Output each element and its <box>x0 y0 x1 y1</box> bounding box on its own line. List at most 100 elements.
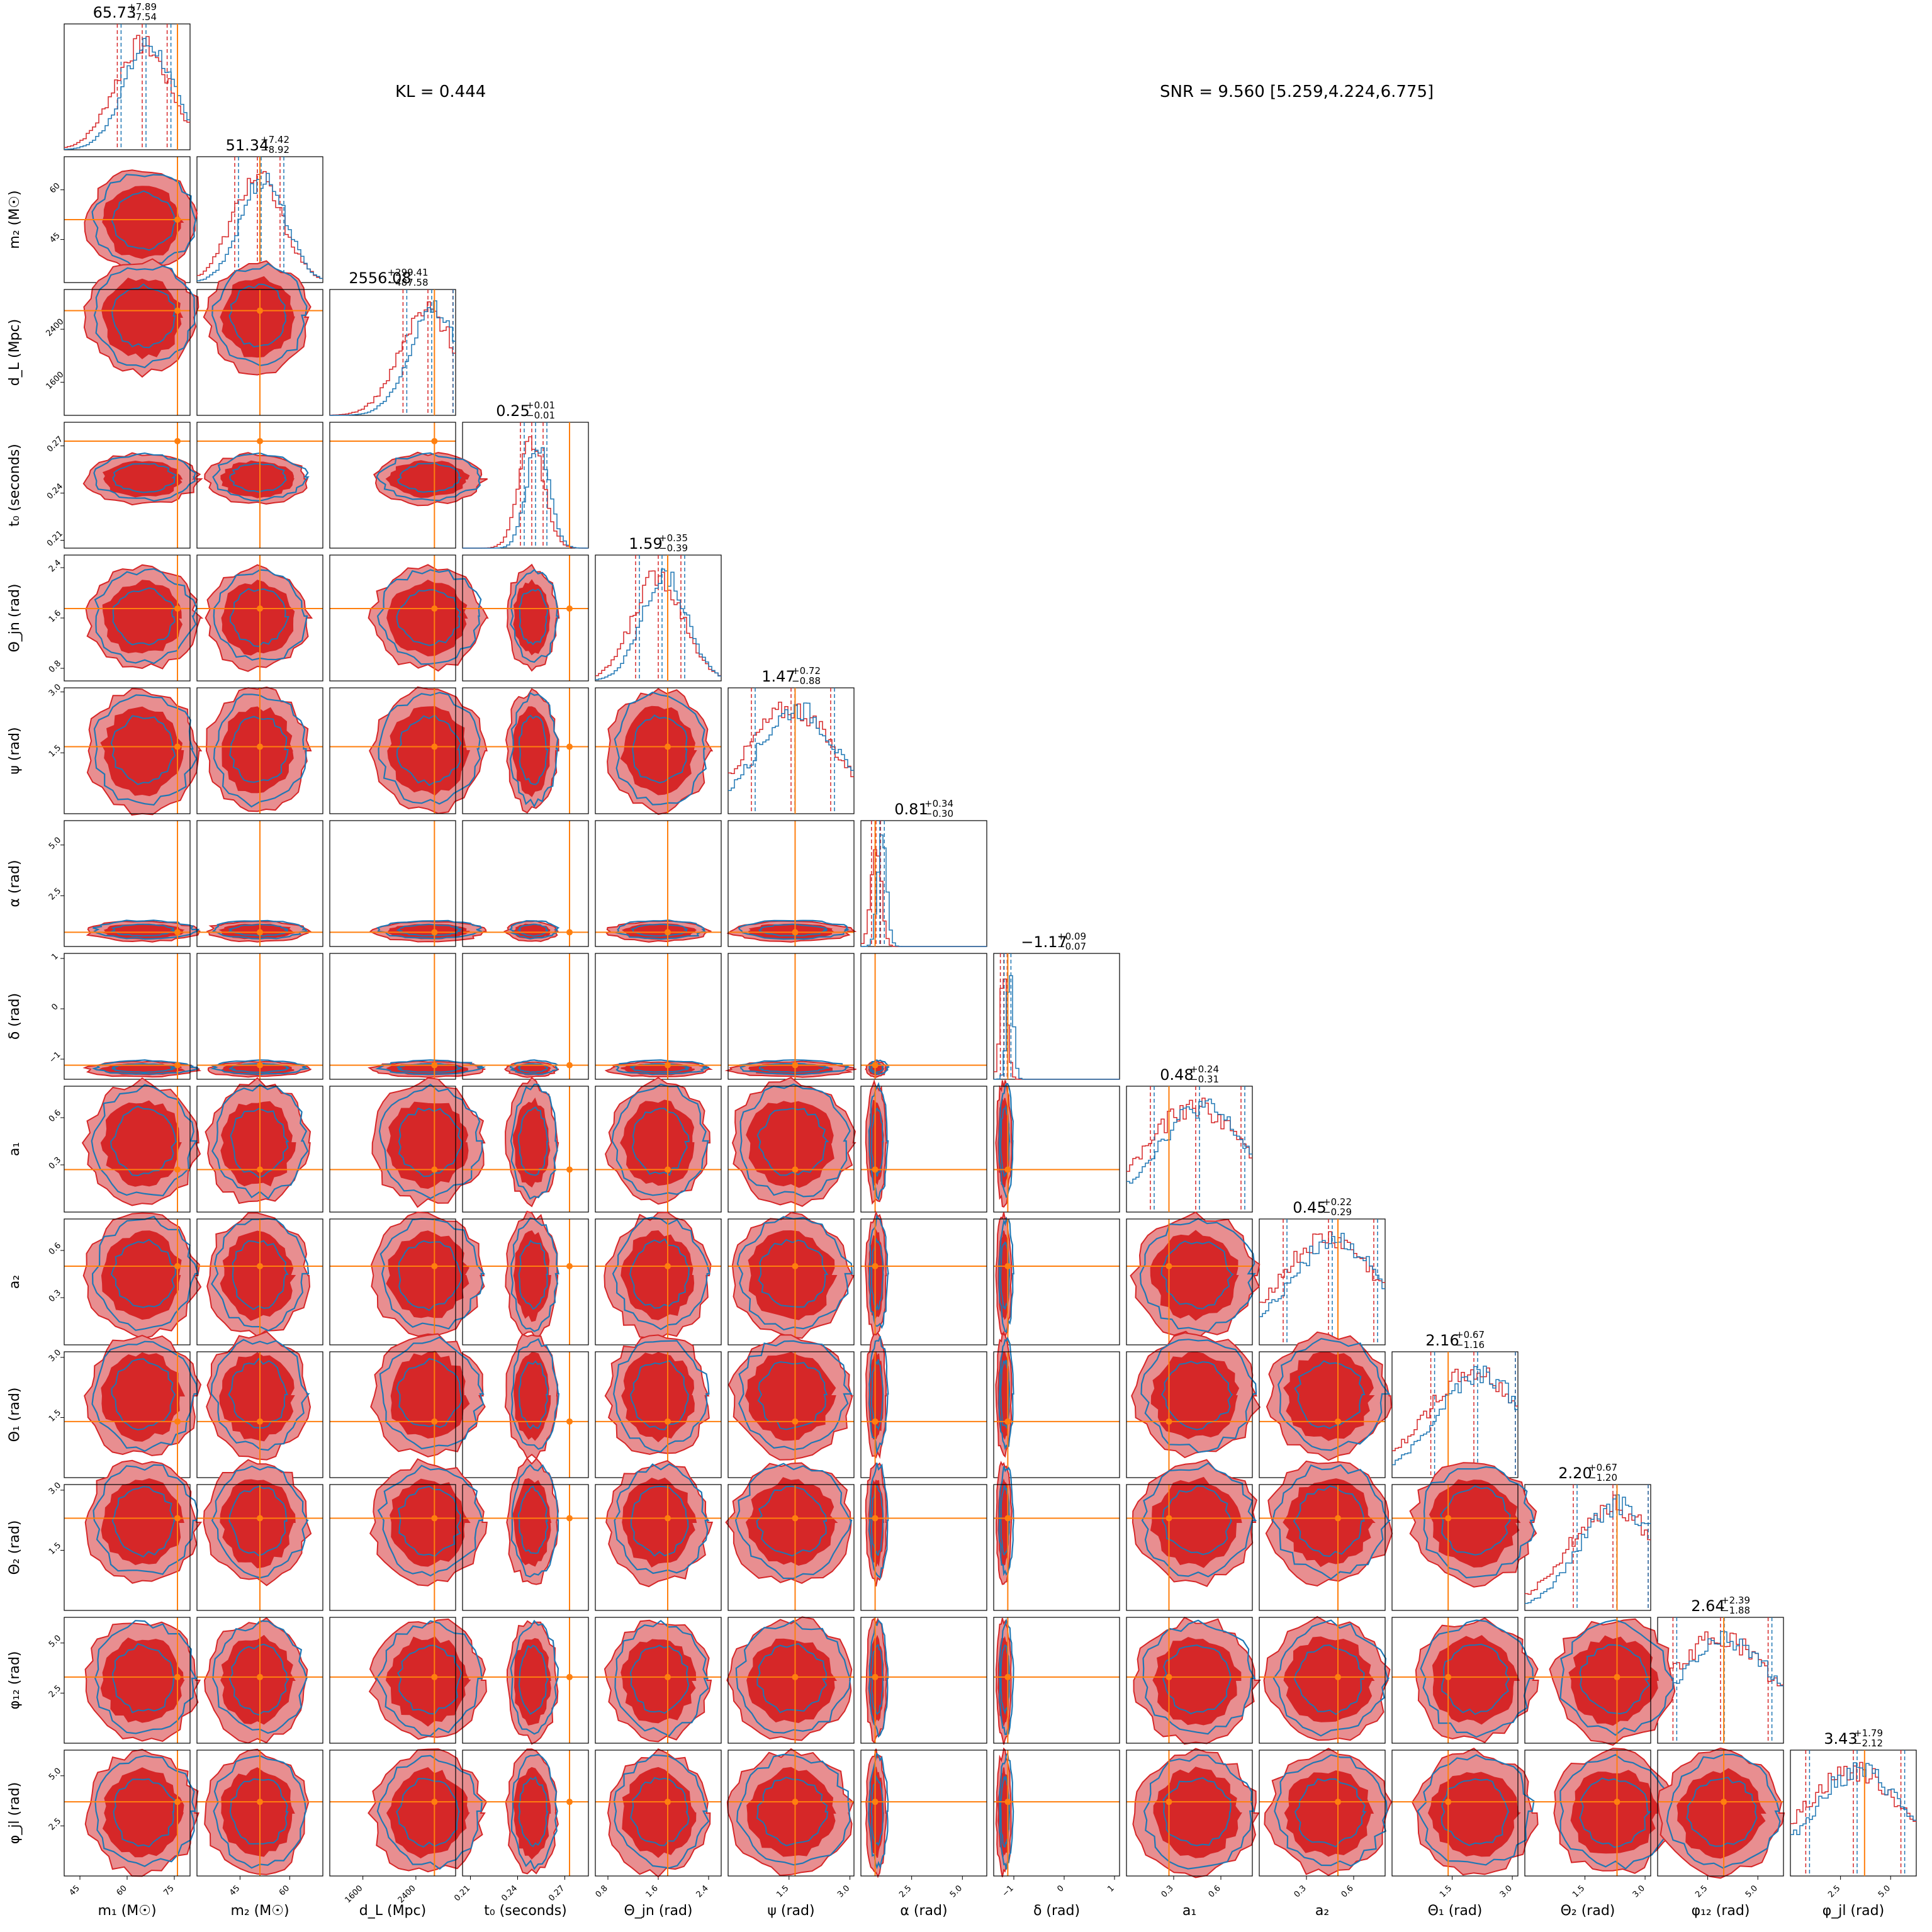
truth-point <box>174 438 181 444</box>
truth-point <box>872 1418 879 1425</box>
hist-title-median: 0.45 <box>1293 1199 1326 1216</box>
panel-alpha-theta2 <box>860 1462 987 1611</box>
truth-point <box>566 1263 573 1269</box>
ylabel-phi_jl: φ_jl (rad) <box>7 1782 23 1844</box>
contour-b-inner <box>519 588 549 646</box>
panel-t0-phi_jl <box>462 1748 589 1877</box>
truth-point <box>792 1166 799 1173</box>
hist-title-plus: +0.22 <box>1323 1196 1352 1208</box>
panel-frame <box>64 23 191 150</box>
hist-title-median: 65.73 <box>93 4 137 21</box>
diag-panel-phi12: 2.64+2.39−1.88 <box>1657 1595 1784 1744</box>
panel-m1-theta_jn <box>64 554 204 682</box>
hist-b-dL <box>330 300 456 416</box>
truth-point <box>792 1799 799 1806</box>
contour-b <box>614 1463 710 1575</box>
contour-b <box>376 1755 483 1870</box>
panel-frame <box>727 820 855 947</box>
contour-b <box>211 1218 310 1332</box>
contour-b-inner <box>112 587 176 646</box>
contour-b-inner <box>396 462 462 493</box>
hist-title-plus: +299.41 <box>387 267 428 278</box>
contour-b <box>210 1339 310 1451</box>
panel-frame <box>64 1749 191 1877</box>
contour-b-inner <box>518 1776 549 1848</box>
contour-b <box>738 1059 850 1076</box>
panel-t0-theta_jn <box>462 554 589 682</box>
hist-title-median: 2556.08 <box>349 269 411 287</box>
diag-panel-a2: 0.45+0.22−0.29 <box>1259 1196 1386 1345</box>
contour-b <box>91 1340 198 1452</box>
contour-b <box>868 1082 889 1201</box>
panel-frame <box>196 554 323 682</box>
truth-point <box>792 1418 799 1425</box>
panel-dL-theta1 <box>329 1333 486 1478</box>
hist-title-plus: +0.72 <box>792 665 821 677</box>
panel-a2-theta1 <box>1259 1331 1392 1478</box>
truth-point <box>792 1515 799 1522</box>
contour-b <box>868 1214 889 1329</box>
truth-point <box>1445 1673 1452 1680</box>
panel-frame <box>993 1617 1120 1744</box>
contour-b-inner <box>110 1105 178 1177</box>
contour-b <box>998 1082 1014 1199</box>
hist-title-plus: +0.67 <box>1456 1329 1485 1340</box>
panel-frame <box>1524 1617 1651 1744</box>
truth-point <box>1335 1673 1341 1680</box>
diag-panel-psi: 1.47+0.72−0.88 <box>727 665 855 814</box>
contour-b-inner <box>1293 1644 1365 1716</box>
panel-m2-phi12 <box>196 1617 323 1744</box>
panel-theta_jn-phi12 <box>595 1617 722 1744</box>
hist-title-median: 3.43 <box>1824 1730 1857 1748</box>
contour-b <box>998 1336 1014 1451</box>
contour-b <box>738 1340 853 1451</box>
hist-a-theta2 <box>1525 1495 1651 1595</box>
truth-point <box>872 1166 879 1173</box>
panel-a1-theta2 <box>1126 1459 1258 1611</box>
panel-m1-delta <box>64 953 202 1080</box>
panel-frame <box>993 1351 1120 1478</box>
truth-point <box>1335 1418 1341 1425</box>
panel-theta_jn-a2 <box>595 1211 722 1345</box>
panel-theta_jn-delta <box>595 953 722 1080</box>
hist-title-median: 2.64 <box>1691 1597 1724 1615</box>
contour-b-inner <box>870 1644 884 1716</box>
diag-panel-theta2: 2.20+0.67−1.20 <box>1524 1462 1651 1611</box>
contour-b <box>613 1340 710 1452</box>
contour-b-inner <box>229 1778 289 1845</box>
contour-b <box>612 1216 710 1330</box>
truth-point <box>792 929 799 936</box>
contour-inner-a <box>1150 1230 1239 1321</box>
diag-panel-theta_jn: 1.59+0.35−0.39 <box>595 532 722 682</box>
truth-point <box>1614 1799 1620 1806</box>
panel-dL-phi_jl <box>329 1748 488 1877</box>
contour-b <box>613 1754 710 1869</box>
hist-title-minus: −1.88 <box>1721 1605 1750 1616</box>
hist-title-plus: +2.39 <box>1721 1595 1750 1606</box>
contour-b-inner <box>629 1238 690 1309</box>
truth-point <box>1004 1799 1011 1806</box>
truth-point <box>174 216 181 223</box>
panel-frame <box>196 1484 323 1611</box>
contour-b <box>511 1753 558 1870</box>
truth-point <box>1721 1799 1727 1806</box>
panel-m1-a2 <box>64 1212 202 1345</box>
panel-m1-psi <box>64 687 203 816</box>
truth-point <box>1165 1515 1172 1522</box>
contour-b <box>736 1216 853 1331</box>
panel-frame <box>196 953 323 1080</box>
panel-dL-theta_jn <box>329 554 489 682</box>
panel-frame <box>462 554 589 682</box>
hist-title-minus: −0.39 <box>659 542 688 554</box>
truth-point <box>792 1673 799 1680</box>
panel-frame <box>64 820 191 947</box>
panel-m2-psi <box>196 686 323 814</box>
contour-b <box>1420 1619 1534 1738</box>
panel-frame <box>64 289 191 416</box>
hist-title-minus: −8.92 <box>261 144 289 155</box>
contour-b <box>91 1084 198 1197</box>
hist-title-minus: −7.54 <box>128 11 157 23</box>
truth-point <box>431 438 438 444</box>
contour-b-inner <box>229 588 290 648</box>
panel-frame <box>1259 1617 1386 1744</box>
